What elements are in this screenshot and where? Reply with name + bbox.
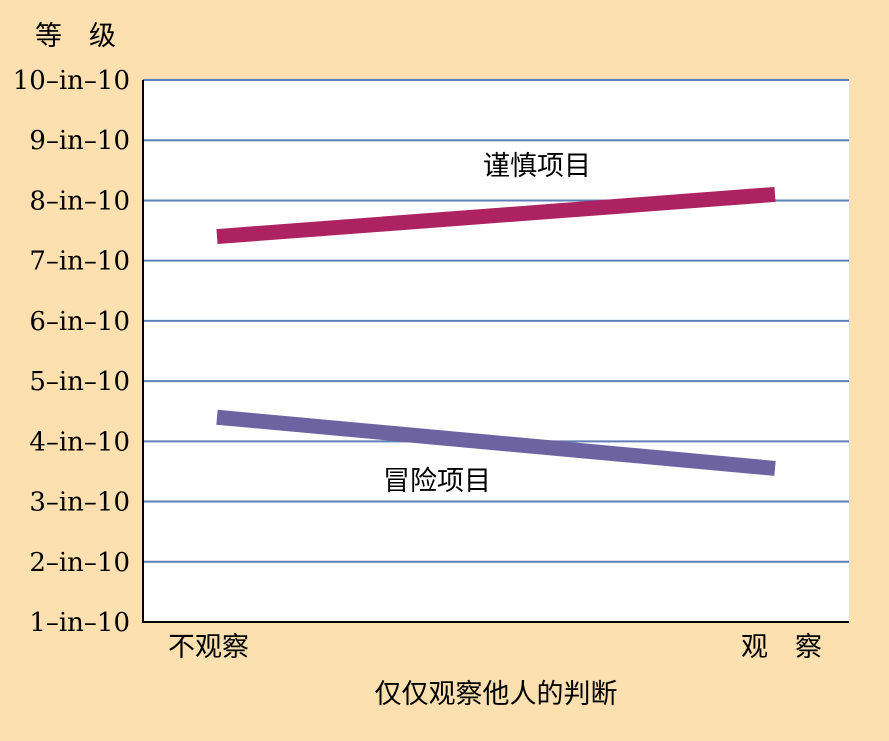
x-tick-label: 观 察 xyxy=(741,632,822,663)
series-label: 冒险项目 xyxy=(383,466,491,497)
y-axis-title: 等 级 xyxy=(35,21,116,52)
series-lines xyxy=(216,186,776,476)
y-tick-label: 2–in–10 xyxy=(29,548,130,578)
plot-area xyxy=(143,80,849,622)
y-tick-label: 5–in–10 xyxy=(29,367,130,397)
axes xyxy=(142,80,849,623)
y-tick-label: 7–in–10 xyxy=(29,247,130,277)
y-tick-label: 6–in–10 xyxy=(29,307,130,337)
y-tick-label: 1–in–10 xyxy=(29,608,130,638)
series-line xyxy=(216,186,776,245)
y-tick-label: 4–in–10 xyxy=(29,427,130,457)
series-label: 谨慎项目 xyxy=(483,151,591,182)
y-tick-labels: 1–in–10 2–in–10 3–in–10 4–in–10 5–in–10 6–in–… xyxy=(13,66,130,638)
y-tick-label: 10–in–10 xyxy=(13,66,130,96)
series-line xyxy=(216,409,776,476)
x-tick-label: 不观察 xyxy=(168,632,249,663)
y-tick-label: 3–in–10 xyxy=(29,488,130,518)
x-axis-title: 仅仅观察他人的判断 xyxy=(375,679,618,710)
y-tick-label: 9–in–10 xyxy=(29,126,130,156)
y-tick-label: 8–in–10 xyxy=(29,186,130,216)
x-tick-labels: 不观察 观 察 xyxy=(168,632,822,663)
